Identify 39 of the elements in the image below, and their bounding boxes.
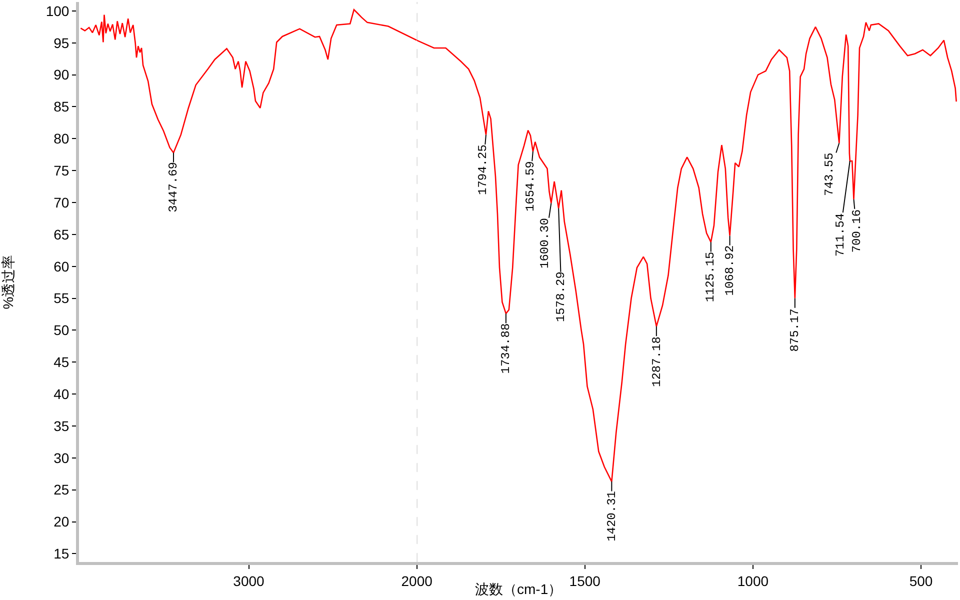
annotation: 711.54 bbox=[833, 213, 848, 257]
annotation: 1654.59 bbox=[523, 161, 538, 212]
x-tick-label: 3000 bbox=[233, 572, 265, 589]
annotation: 1125.15 bbox=[704, 252, 718, 302]
annotation: 875.17 bbox=[788, 308, 802, 352]
y-tick-label: 45 bbox=[54, 354, 70, 370]
x-tick-label: 2000 bbox=[401, 572, 433, 589]
x-tick-label: 500 bbox=[909, 572, 933, 589]
y-tick-label: 70 bbox=[54, 194, 70, 210]
y-tick-label: 80 bbox=[54, 130, 70, 147]
y-tick-label: 30 bbox=[54, 450, 70, 466]
annotation: 1600.30 bbox=[538, 218, 552, 269]
x-axis-title: 波数（cm-1） bbox=[475, 581, 562, 597]
y-tick-label: 20 bbox=[54, 514, 70, 530]
annotation: 1734.88 bbox=[499, 323, 514, 374]
annotation: 1287.18 bbox=[650, 336, 664, 388]
x-tick-label: 1500 bbox=[569, 572, 601, 589]
annotation: 1068.92 bbox=[722, 245, 737, 296]
y-tick-label: 25 bbox=[54, 482, 70, 498]
y-tick-label: 40 bbox=[54, 386, 70, 402]
y-tick-label: 85 bbox=[54, 98, 70, 115]
y-tick-label: 60 bbox=[54, 258, 70, 274]
x-tick-label: 1000 bbox=[737, 572, 769, 589]
annotation: 1420.31 bbox=[604, 490, 619, 542]
annotation: 1794.25 bbox=[476, 144, 490, 195]
y-tick-label: 50 bbox=[54, 322, 70, 338]
y-tick-label: 65 bbox=[54, 226, 70, 242]
y-tick-label: 90 bbox=[54, 66, 70, 83]
annotation: 700.16 bbox=[850, 209, 864, 253]
annotation: 743.55 bbox=[822, 152, 836, 196]
annotation: 1578.29 bbox=[554, 272, 568, 322]
y-tick-label: 15 bbox=[54, 546, 70, 562]
y-tick-label: 55 bbox=[54, 290, 70, 306]
y-axis-title: %透过率 bbox=[0, 254, 16, 310]
y-tick-label: 95 bbox=[54, 34, 70, 51]
annotation: 3447.69 bbox=[166, 162, 181, 212]
y-tick-label: 100 bbox=[46, 2, 70, 19]
y-tick-label: 35 bbox=[54, 418, 70, 434]
y-tick-label: 75 bbox=[54, 162, 70, 178]
